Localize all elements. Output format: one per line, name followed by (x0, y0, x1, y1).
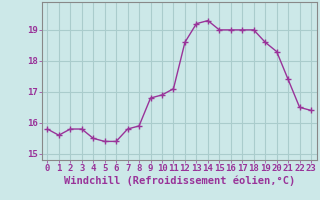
X-axis label: Windchill (Refroidissement éolien,°C): Windchill (Refroidissement éolien,°C) (64, 176, 295, 186)
